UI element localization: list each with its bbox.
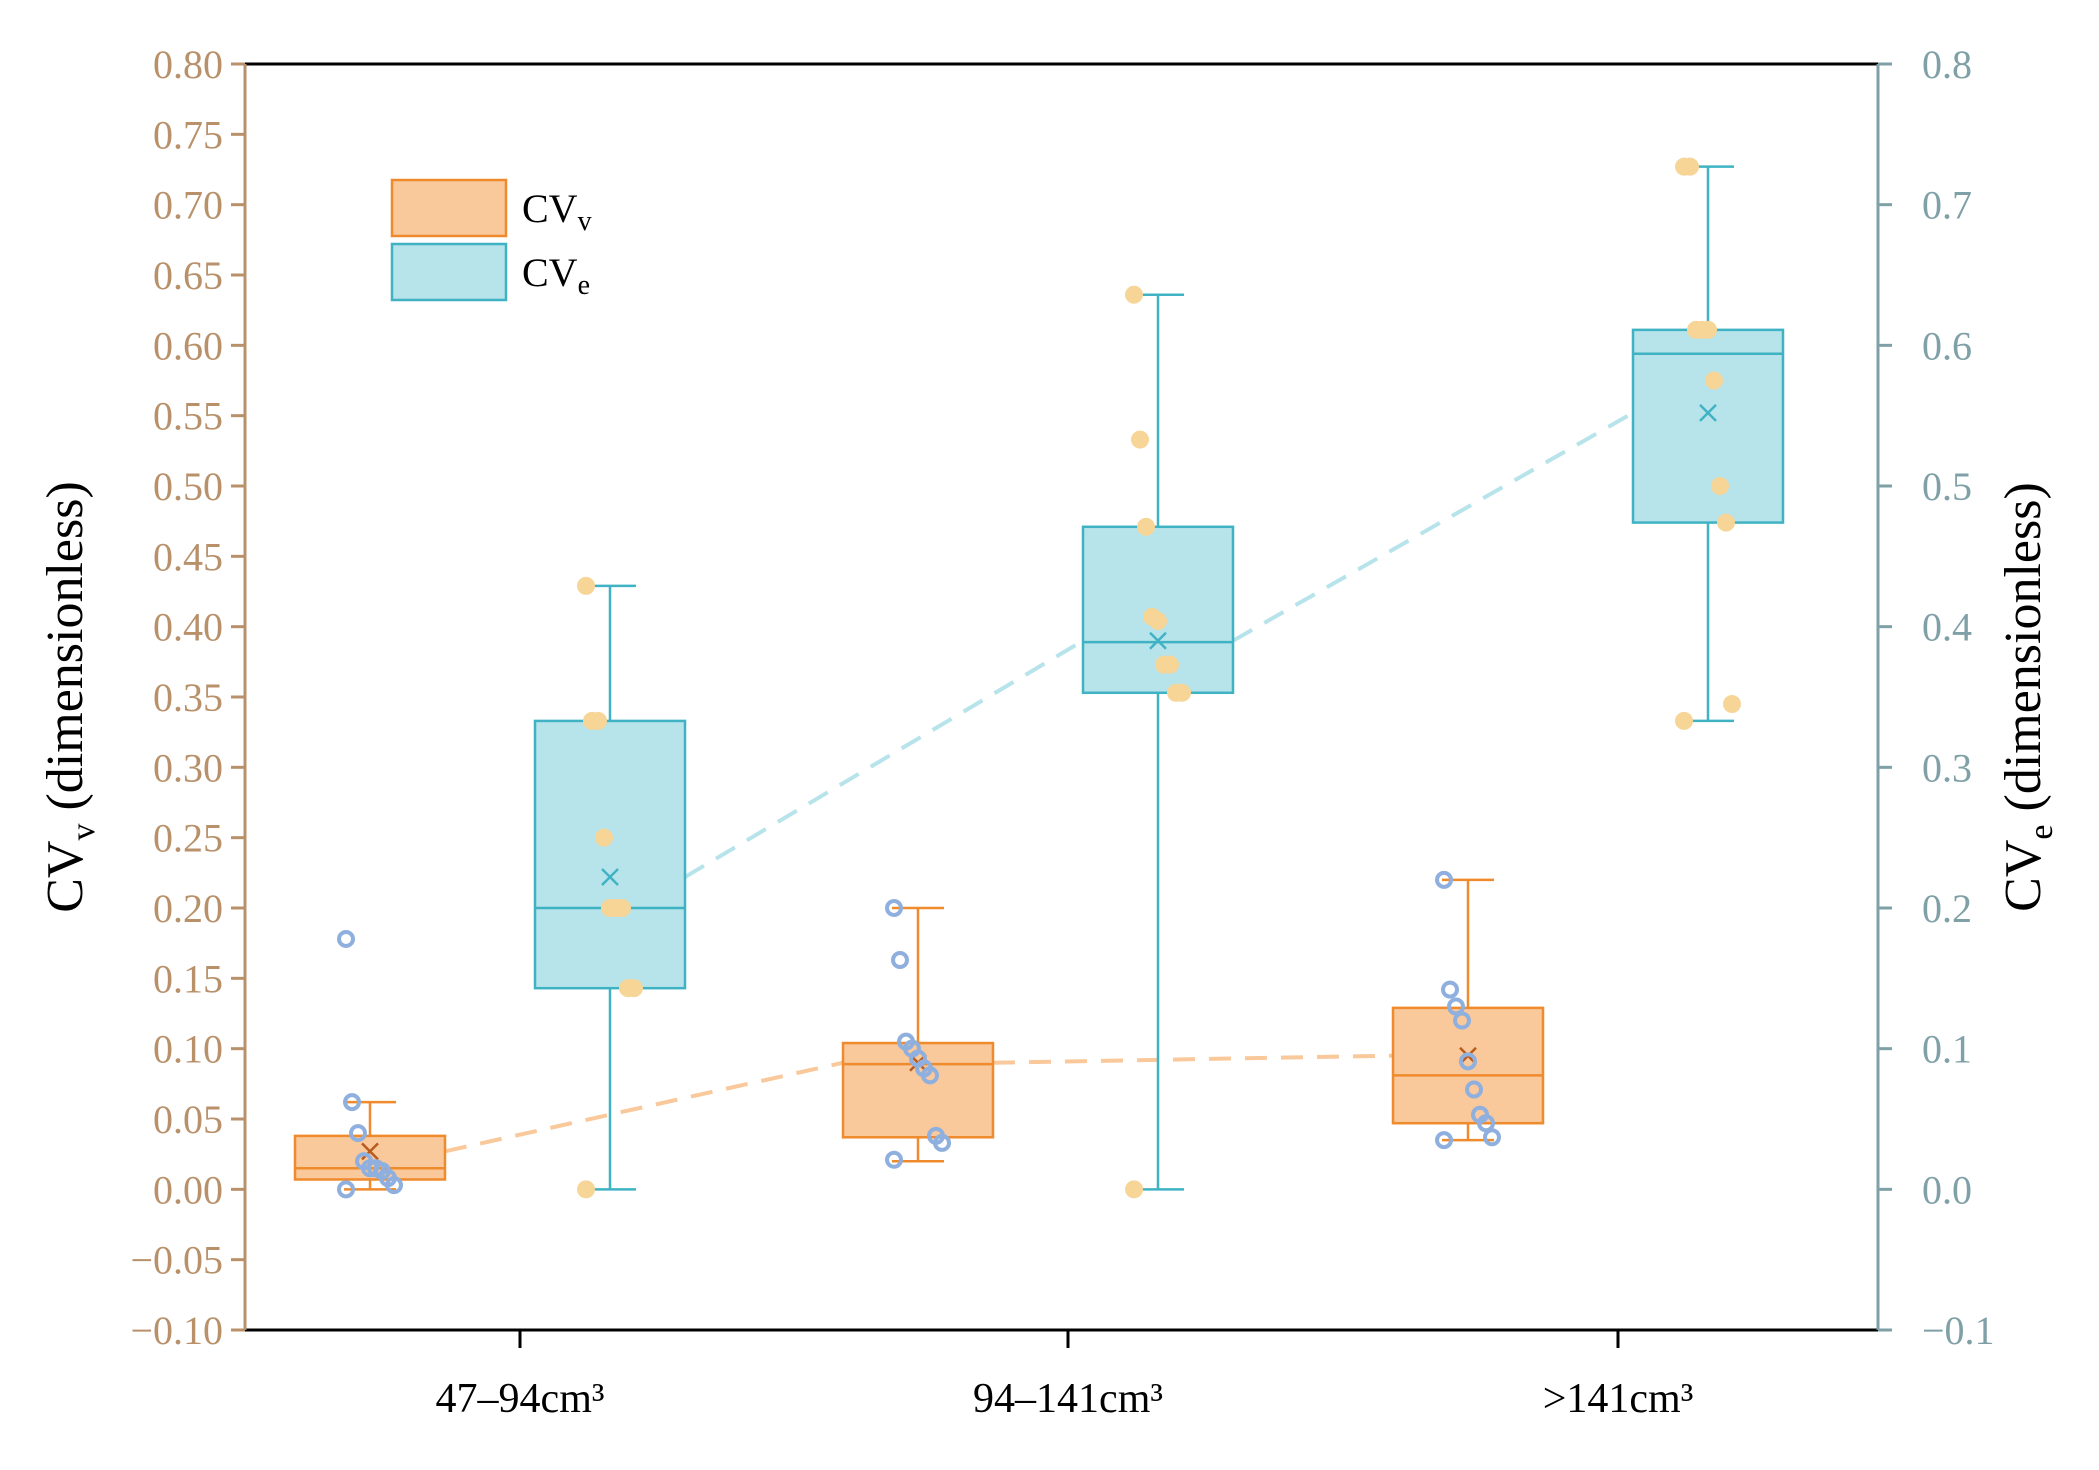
left-tick-label: 0.35: [153, 675, 223, 720]
right-tick-label: 0.8: [1922, 42, 1972, 87]
legend: CVv CVe: [390, 178, 592, 302]
data-point-CVv: [885, 1150, 903, 1169]
data-point-CVe: [1173, 683, 1191, 702]
right-tick-label: 0.5: [1922, 464, 1972, 509]
data-point-CVe: [595, 828, 613, 847]
left-tick-label: 0.55: [153, 394, 223, 439]
left-tick-label: 0.60: [153, 323, 223, 368]
data-point-CVe: [1723, 695, 1741, 714]
data-point-CVe: [625, 979, 643, 998]
right-tick-label: 0.0: [1922, 1167, 1972, 1212]
mean-trend-CVv: [444, 1060, 844, 1154]
data-point-CVv: [885, 899, 903, 917]
left-tick-label: 0.30: [153, 745, 223, 790]
left-tick-label: 0.10: [153, 1027, 223, 1072]
right-tick-label: 0.1: [1922, 1027, 1972, 1072]
legend-label: CVe: [522, 250, 590, 301]
mean-trend-CVv: [992, 1053, 1394, 1065]
right-tick-label: 0.4: [1922, 605, 1972, 650]
left-tick-label: 0.00: [153, 1167, 223, 1212]
data-point-CVe: [1699, 320, 1717, 339]
data-point-CVe: [1717, 513, 1735, 532]
left-tick-label: 0.25: [153, 816, 223, 861]
left-tick-label: 0.20: [153, 886, 223, 931]
data-point-CVe: [589, 711, 607, 730]
data-point-CVe: [1675, 711, 1693, 730]
box-CVv: [841, 1041, 995, 1139]
data-point-CVe: [577, 1180, 595, 1199]
legend-swatch: [390, 242, 508, 302]
data-point-CVv: [933, 1133, 951, 1152]
data-point-CVv: [1435, 1131, 1453, 1150]
data-point-CVv: [337, 1180, 355, 1199]
right-tick-label: −0.1: [1922, 1308, 1995, 1353]
right-tick-label: 0.3: [1922, 745, 1972, 790]
data-point-CVe: [1125, 1180, 1143, 1199]
data-point-CVv: [385, 1176, 403, 1195]
data-point-CVv: [1453, 1011, 1471, 1030]
box-CVe: [533, 719, 687, 990]
data-point-CVe: [1149, 612, 1167, 631]
box-CVv: [1391, 1006, 1545, 1125]
left-tick-label: 0.65: [153, 253, 223, 298]
mean-marker: [1149, 631, 1167, 650]
left-tick-label: 0.70: [153, 183, 223, 228]
mean-marker: [361, 1142, 379, 1161]
left-axis-title: CVv (dimensionless): [37, 481, 102, 913]
mean-marker: [601, 868, 619, 886]
data-point-CVv: [1459, 1052, 1477, 1071]
left-tick-label: 0.45: [153, 534, 223, 579]
data-points: [337, 157, 1741, 1199]
legend-label: CVv: [522, 186, 592, 237]
left-tick-label: 0.80: [153, 42, 223, 87]
mean-marker: [1699, 403, 1717, 422]
data-point-CVv: [1477, 1114, 1495, 1133]
data-point-CVe: [1705, 371, 1723, 390]
x-tick-label: 94–141cm³: [973, 1376, 1163, 1422]
data-point-CVe: [1137, 517, 1155, 536]
left-tick-label: 0.75: [153, 112, 223, 157]
left-tick-label: 0.15: [153, 956, 223, 1001]
mean-trend-lines: [444, 411, 1634, 1154]
data-point-CVv: [1435, 870, 1453, 889]
mean-trend-CVe: [1232, 411, 1634, 643]
left-tick-label: 0.05: [153, 1097, 223, 1142]
data-point-CVv: [349, 1124, 367, 1143]
box-CVe: [1631, 328, 1785, 524]
data-point-CVv: [1441, 980, 1459, 999]
left-tick-label: −0.10: [130, 1308, 223, 1353]
left-tick-label: 0.40: [153, 605, 223, 650]
data-point-CVv: [337, 929, 355, 948]
x-tick-label: 47–94cm³: [436, 1376, 605, 1422]
data-point-CVv: [1465, 1080, 1483, 1099]
data-point-CVv: [921, 1066, 939, 1085]
left-tick-label: 0.50: [153, 464, 223, 509]
data-point-CVv: [1483, 1128, 1501, 1147]
mean-trend-CVe: [683, 639, 1085, 879]
data-point-CVv: [1447, 997, 1465, 1016]
data-point-CVe: [1711, 477, 1729, 495]
box-elements: [293, 165, 1785, 1191]
right-tick-label: 0.2: [1922, 886, 1972, 931]
axes: 0.80 0.75 0.70 0.65 0.60 0.55 0.50 0.45 0.40 0.35…: [37, 42, 2060, 1422]
right-tick-label: 0.7: [1922, 183, 1972, 228]
data-point-CVe: [1125, 285, 1143, 304]
x-tick-label: >141cm³: [1543, 1376, 1694, 1422]
data-point-CVe: [613, 899, 631, 917]
data-point-CVv: [343, 1093, 361, 1112]
data-point-CVe: [1131, 430, 1149, 449]
left-tick-label: −0.05: [130, 1238, 223, 1283]
data-point-CVe: [1681, 157, 1699, 176]
data-point-CVe: [1161, 655, 1179, 674]
data-point-CVe: [577, 576, 595, 595]
right-axis-title: CVe (dimensionless): [1995, 482, 2060, 912]
legend-swatch: [390, 178, 508, 238]
data-point-CVv: [891, 951, 909, 970]
right-tick-label: 0.6: [1922, 323, 1972, 368]
